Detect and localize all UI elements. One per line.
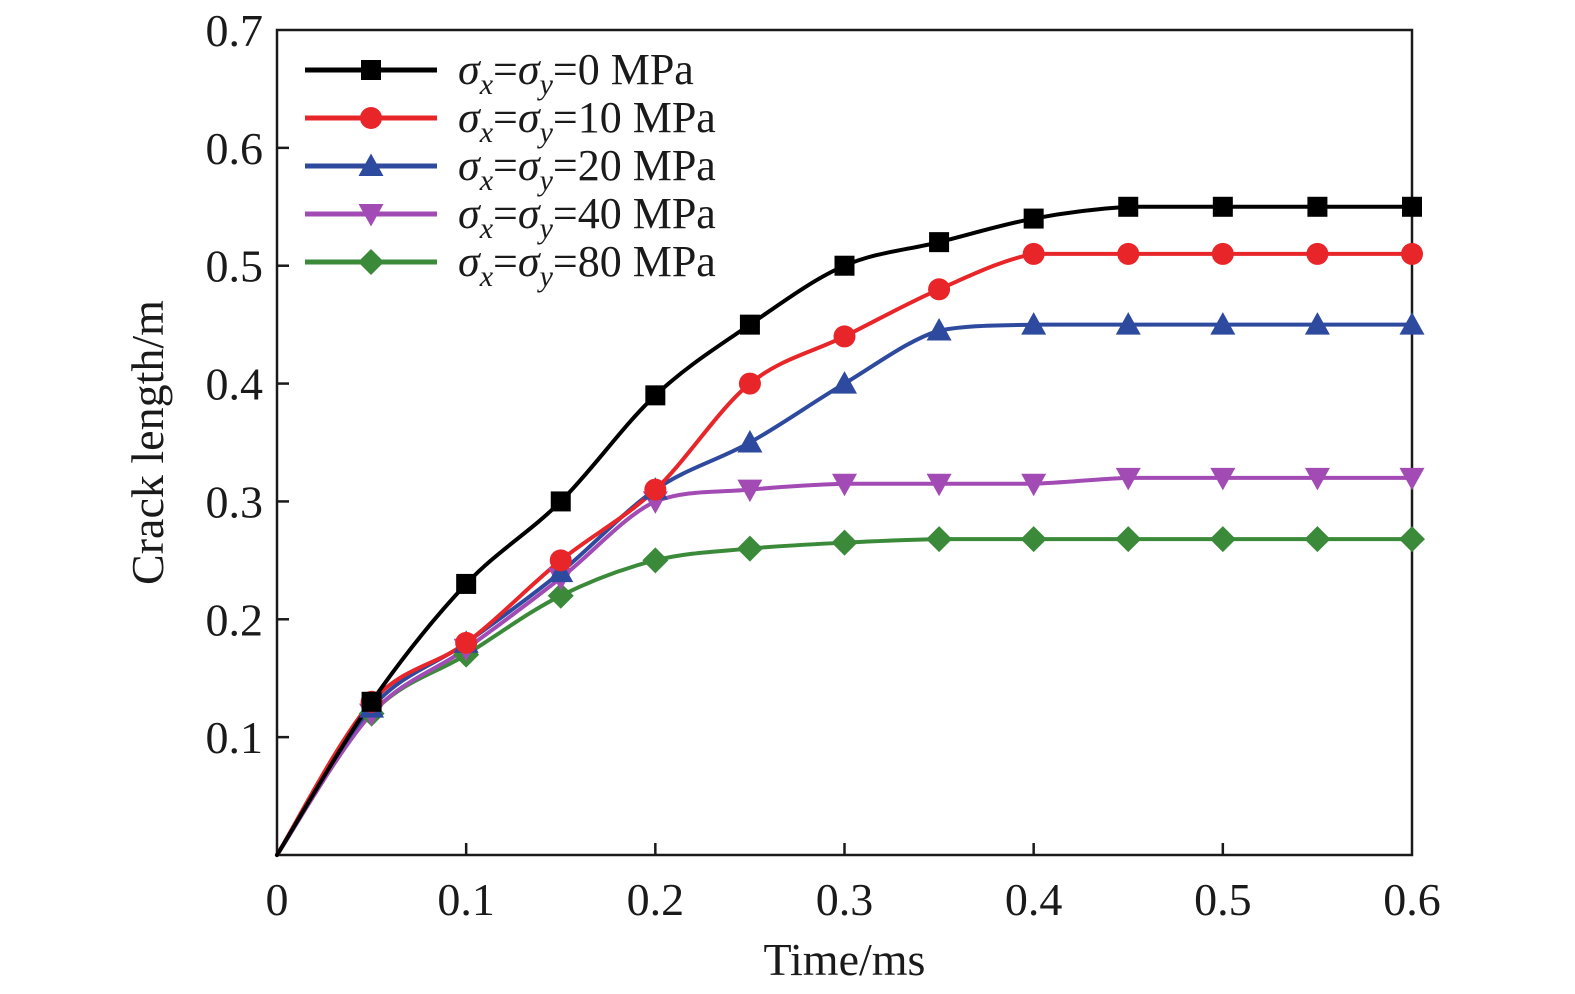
x-tick-label: 0.3 (816, 874, 874, 925)
data-point-series-2 (1115, 312, 1141, 335)
data-point-series-4 (1399, 526, 1425, 553)
axes (275, 28, 1414, 857)
series-markers (358, 196, 1425, 727)
legend-label: σx=σy=40 MPa (458, 189, 716, 245)
y-tick-labels: 0.1 0.2 0.3 0.4 0.5 0.6 0.7 (206, 5, 264, 763)
x-tick-label: 0 (266, 874, 289, 925)
series-line-4 (275, 537, 1414, 857)
x-tick-label: 0.2 (627, 874, 685, 925)
data-point-series-0 (1023, 208, 1044, 229)
data-point-series-1 (644, 478, 667, 501)
y-axis-title: Crack length/m (122, 300, 173, 585)
data-point-series-0 (834, 255, 855, 276)
x-axis-title: Time/ms (764, 934, 926, 985)
y-tick-label: 0.6 (206, 123, 264, 174)
data-point-series-3 (1304, 467, 1330, 491)
series-line-0 (275, 204, 1414, 857)
data-point-series-0 (929, 232, 950, 253)
data-point-series-2 (1304, 312, 1330, 335)
legend-label: σx=σy=0 MPa (458, 45, 694, 101)
data-point-series-3 (1021, 473, 1047, 497)
y-tick-label: 0.3 (206, 476, 264, 527)
legend-swatch-marker (358, 204, 384, 227)
series-line-1 (275, 251, 1414, 857)
y-tick-label: 0.1 (206, 712, 264, 763)
legend-item: σx=σy=80 MPa (305, 237, 716, 293)
legend-swatch-marker (360, 107, 382, 129)
data-point-series-4 (831, 529, 858, 556)
data-point-series-0 (1212, 196, 1233, 217)
y-tick-label: 0.4 (206, 359, 264, 410)
data-point-series-4 (736, 535, 763, 562)
legend-item: σx=σy=10 MPa (305, 93, 716, 149)
y-tick-label: 0.5 (206, 241, 264, 292)
x-tick-labels: 0 0.1 0.2 0.3 0.4 0.5 0.6 (266, 874, 1441, 925)
data-point-series-3 (737, 479, 763, 503)
x-tick-label: 0.6 (1383, 874, 1441, 925)
data-point-series-1 (1022, 242, 1045, 265)
legend-label: σx=σy=10 MPa (458, 93, 716, 149)
tick-marks (277, 146, 1225, 855)
data-point-series-2 (737, 430, 763, 453)
legend-item: σx=σy=20 MPa (305, 141, 716, 197)
data-point-series-3 (1115, 467, 1141, 491)
data-point-series-2 (832, 371, 857, 394)
legend-label: σx=σy=20 MPa (458, 141, 716, 197)
data-point-series-1 (1401, 242, 1423, 265)
legend-item: σx=σy=40 MPa (305, 189, 716, 245)
y-tick-label: 0.2 (206, 594, 264, 645)
data-point-series-0 (1402, 196, 1422, 217)
data-point-series-4 (926, 526, 953, 553)
data-point-series-4 (642, 547, 669, 574)
data-point-series-4 (1115, 526, 1142, 553)
data-point-series-1 (738, 372, 761, 395)
data-point-series-1 (1211, 242, 1234, 265)
data-point-series-3 (1399, 467, 1425, 491)
legend-swatch-marker (358, 153, 384, 176)
data-point-series-0 (456, 573, 477, 594)
data-point-series-3 (1210, 467, 1236, 491)
data-point-series-2 (1021, 312, 1047, 335)
legend-item: σx=σy=0 MPa (305, 45, 694, 101)
legend-swatch-marker (358, 249, 384, 275)
series-line-2 (275, 322, 1414, 857)
data-point-series-0 (1307, 196, 1328, 217)
data-point-series-0 (739, 314, 760, 335)
data-point-series-1 (1117, 242, 1140, 265)
plot-frame (275, 28, 1414, 857)
data-point-series-1 (455, 631, 478, 654)
data-point-series-0 (361, 691, 382, 712)
data-point-series-4 (1209, 526, 1236, 553)
y-tick-label: 0.7 (206, 5, 264, 56)
data-point-series-1 (1306, 242, 1329, 265)
data-point-series-0 (550, 491, 571, 512)
data-point-series-4 (1304, 526, 1331, 553)
data-point-series-2 (926, 318, 952, 341)
data-point-series-2 (1399, 312, 1425, 335)
data-point-series-0 (1118, 196, 1139, 217)
data-point-series-0 (645, 385, 666, 406)
data-point-series-3 (832, 473, 857, 497)
x-tick-label: 0.1 (437, 874, 495, 925)
data-point-series-4 (547, 582, 574, 609)
x-tick-label: 0.5 (1194, 874, 1252, 925)
data-point-series-1 (549, 549, 572, 572)
data-point-series-4 (1020, 526, 1047, 553)
legend-label: σx=σy=80 MPa (458, 237, 716, 293)
data-point-series-1 (833, 325, 856, 348)
x-tick-label: 0.4 (1005, 874, 1063, 925)
legend-swatch-marker (361, 60, 381, 80)
data-point-series-2 (1210, 312, 1236, 335)
data-point-series-1 (928, 278, 951, 301)
data-point-series-3 (926, 473, 952, 497)
